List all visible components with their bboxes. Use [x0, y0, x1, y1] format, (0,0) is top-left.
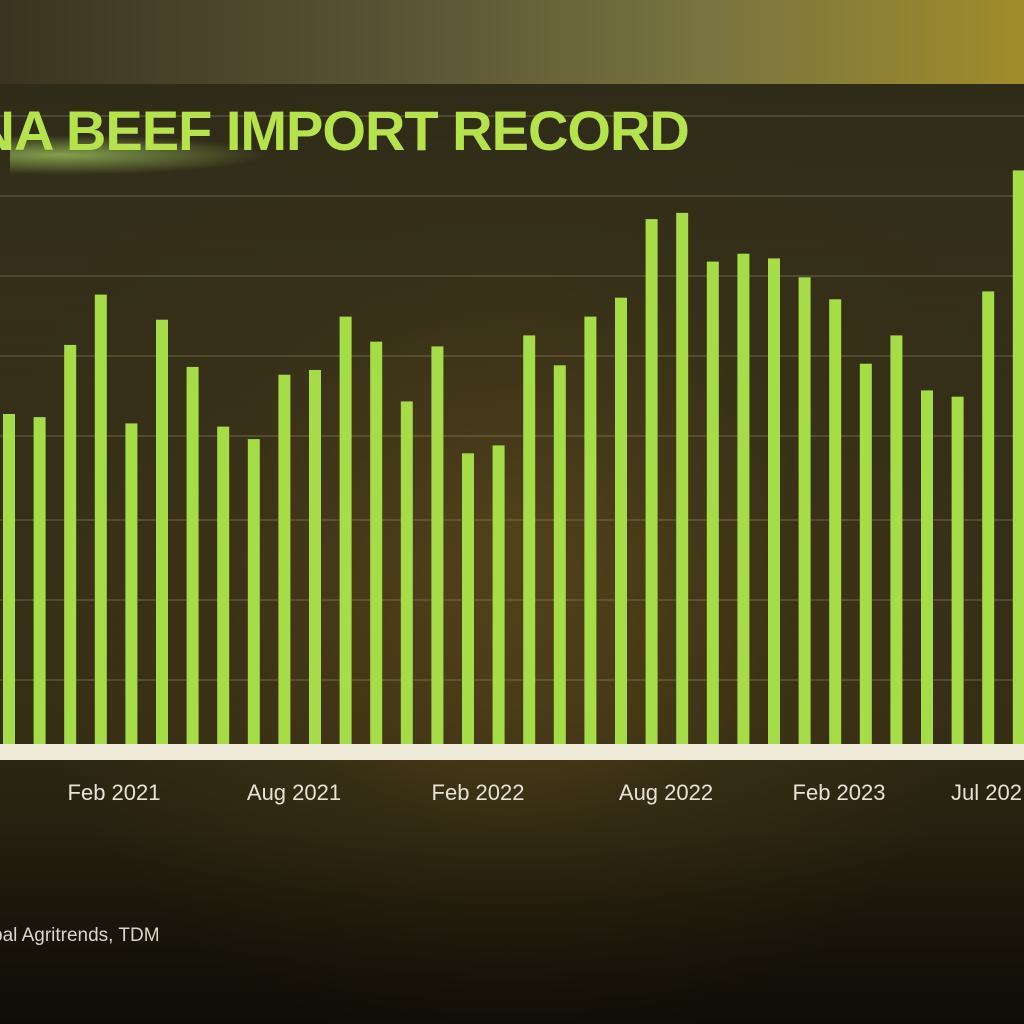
chart-panel — [0, 84, 1024, 760]
x-tick-label: Aug 2021 — [247, 780, 341, 805]
bar — [400, 401, 413, 744]
x-tick-label: Feb 2023 — [793, 780, 886, 805]
bar — [431, 346, 444, 744]
bar — [339, 316, 352, 744]
chart-title: INA BEEF IMPORT RECORD — [0, 99, 690, 162]
bar — [217, 426, 230, 744]
bar — [553, 365, 566, 744]
grid-lines — [0, 115, 1024, 681]
bar — [737, 253, 750, 744]
bar — [982, 291, 995, 744]
bar — [584, 316, 597, 744]
bar — [829, 299, 842, 744]
bar — [94, 294, 107, 744]
bar — [768, 258, 780, 744]
bar — [1012, 170, 1024, 744]
bars — [3, 170, 1024, 745]
bar — [492, 445, 505, 744]
x-tick-label: Feb 2021 — [68, 780, 161, 805]
bar — [64, 344, 77, 744]
bar — [523, 335, 536, 744]
x-tick-label: Feb 2022 — [432, 780, 525, 805]
bar — [921, 390, 933, 744]
bar — [278, 374, 291, 744]
bar — [676, 212, 689, 744]
bar — [859, 363, 872, 744]
bar — [798, 277, 811, 744]
x-axis-baseline — [0, 744, 1024, 760]
bar — [186, 366, 199, 744]
bar — [890, 335, 903, 744]
bar — [951, 396, 964, 744]
top-haze — [0, 0, 1024, 84]
x-tick-label: Aug 2022 — [619, 780, 713, 805]
bar — [33, 417, 46, 744]
bar — [3, 414, 15, 744]
bar — [156, 319, 168, 744]
bar — [462, 453, 474, 744]
bar — [370, 341, 383, 744]
bar — [309, 370, 321, 744]
bar — [125, 423, 138, 744]
bar — [615, 297, 627, 744]
source-note: bal Agritrends, TDM — [0, 925, 160, 946]
bottom-shade — [0, 830, 1024, 1024]
x-tick-label: Jul 202 — [951, 780, 1022, 805]
bar — [645, 219, 658, 745]
bar — [247, 439, 260, 744]
bar — [706, 261, 719, 744]
